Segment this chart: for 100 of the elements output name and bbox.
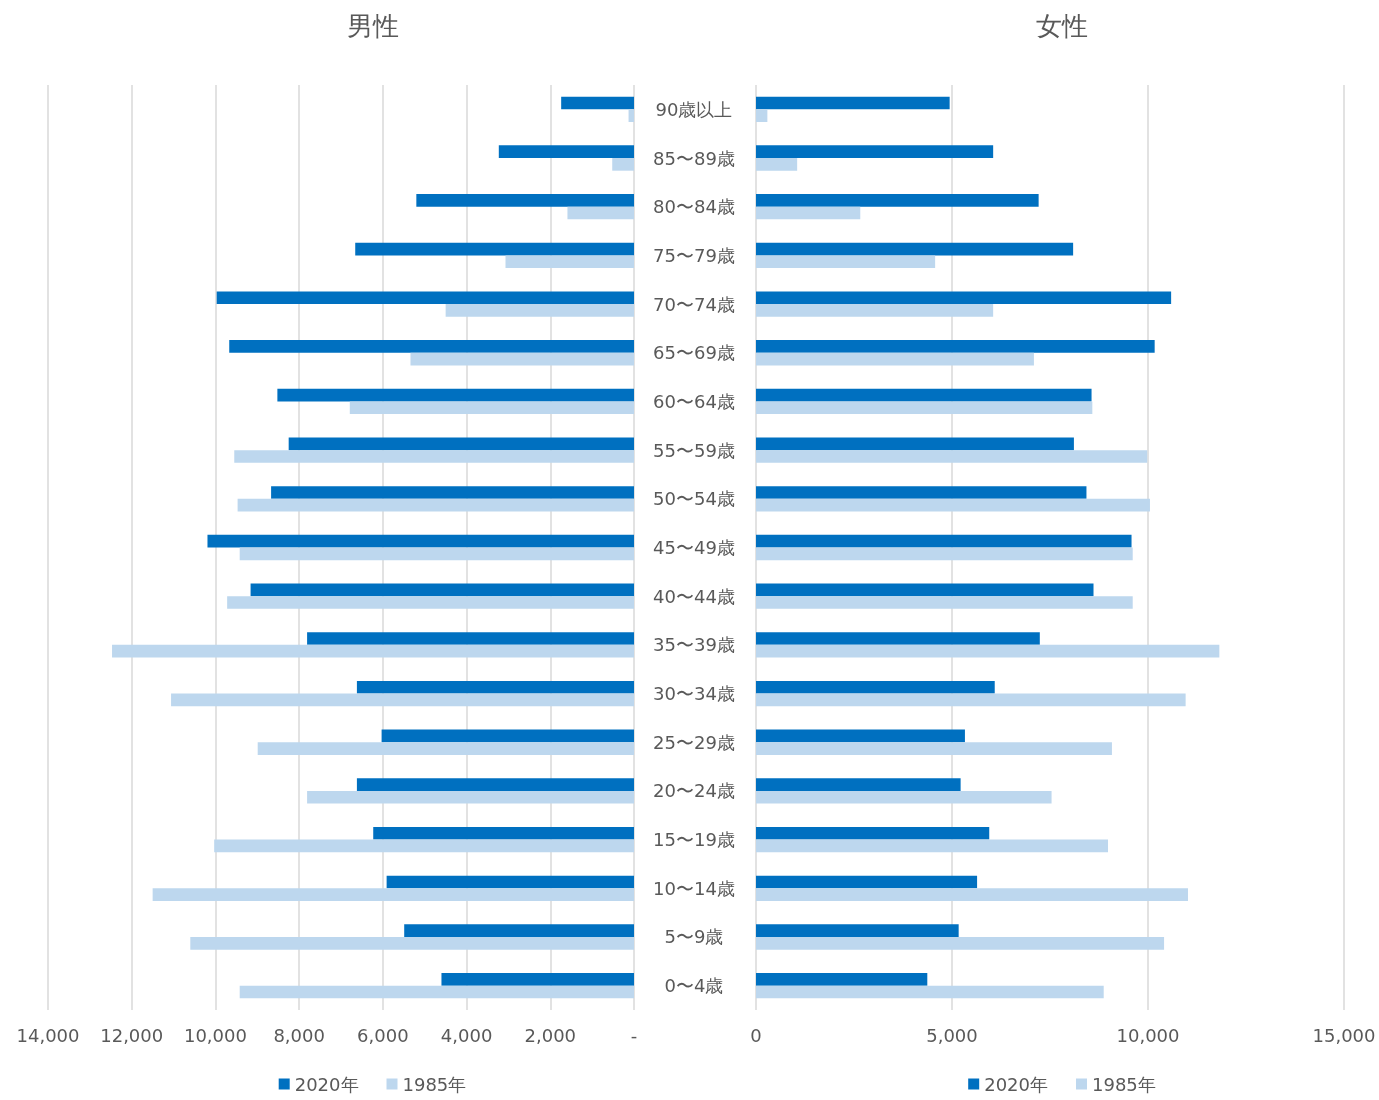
- bar: [356, 680, 634, 694]
- bar: [756, 936, 1165, 950]
- bar: [756, 790, 1052, 804]
- y-tick-label: 45〜49歳: [653, 537, 735, 558]
- x-tick-label: 10,000: [183, 1024, 247, 1046]
- bar: [756, 388, 1092, 402]
- bar: [356, 778, 634, 791]
- bar: [239, 547, 634, 561]
- bar: [756, 973, 928, 986]
- bar: [355, 242, 634, 256]
- legend-label: 2020年: [984, 1073, 1048, 1095]
- bar: [756, 352, 1034, 366]
- x-tick-label: 10,000: [1116, 1024, 1180, 1046]
- bar: [381, 729, 634, 743]
- bar: [756, 985, 1104, 999]
- bar: [756, 109, 768, 122]
- bar: [498, 145, 634, 159]
- bar: [756, 778, 961, 791]
- bar: [271, 486, 634, 499]
- bar: [756, 596, 1133, 609]
- bar: [756, 693, 1186, 707]
- bar: [756, 291, 1172, 305]
- bar: [756, 486, 1087, 499]
- y-tick-label: 15〜19歳: [653, 829, 735, 851]
- x-tick-label: 12,000: [100, 1024, 164, 1046]
- x-tick-label: 6,000: [357, 1024, 409, 1046]
- bar: [756, 401, 1093, 415]
- bar: [257, 742, 634, 755]
- bar: [756, 875, 978, 889]
- bar: [561, 96, 634, 110]
- bar: [227, 596, 634, 609]
- bar: [756, 680, 995, 694]
- y-tick-label: 20〜24歳: [653, 780, 735, 802]
- bar: [756, 498, 1150, 512]
- bar: [416, 194, 634, 207]
- y-tick-label: 0〜4歳: [664, 975, 724, 997]
- bar: [207, 534, 634, 548]
- bar: [505, 255, 634, 269]
- bar: [250, 583, 634, 597]
- bar: [756, 644, 1220, 658]
- y-tick-label: 60〜64歳: [653, 390, 735, 412]
- y-tick-label: 40〜44歳: [653, 585, 735, 607]
- bar: [756, 547, 1133, 561]
- bar: [445, 304, 634, 317]
- x-tick-label: 4,000: [440, 1024, 493, 1046]
- y-tick-label: 30〜34歳: [653, 683, 735, 705]
- bar: [756, 242, 1074, 256]
- x-tick-label: 8,000: [273, 1024, 325, 1046]
- y-tick-label: 90歳以上: [655, 98, 733, 120]
- bar: [239, 985, 634, 999]
- bar: [234, 450, 634, 463]
- y-tick-label: 10〜14歳: [653, 877, 735, 899]
- legend-label: 1985年: [1092, 1073, 1156, 1095]
- bar: [756, 839, 1109, 853]
- bar: [756, 742, 1112, 755]
- y-tick-label: 25〜29歳: [653, 731, 735, 753]
- bar: [756, 96, 950, 110]
- bar: [373, 826, 634, 840]
- y-tick-label: 75〜79歳: [653, 244, 735, 266]
- bar: [756, 304, 994, 317]
- bar: [756, 450, 1148, 463]
- bar: [756, 826, 990, 840]
- bar: [756, 888, 1188, 901]
- bar: [441, 973, 634, 986]
- bar: [756, 632, 1040, 645]
- bar: [756, 729, 965, 743]
- bar: [214, 839, 634, 853]
- bar: [756, 255, 936, 269]
- y-tick-label: 65〜69歳: [653, 342, 735, 364]
- x-tick-label: 2,000: [524, 1024, 577, 1046]
- bar: [386, 875, 634, 889]
- y-tick-label: 55〜59歳: [653, 439, 735, 461]
- bar: [307, 790, 634, 804]
- bar: [756, 206, 861, 220]
- y-tick-label: 70〜74歳: [653, 293, 735, 315]
- bar: [288, 437, 634, 451]
- x-tick-label: -: [630, 1024, 638, 1046]
- bar: [756, 194, 1039, 207]
- y-tick-label: 80〜84歳: [653, 196, 735, 218]
- bar: [152, 888, 634, 901]
- bar: [756, 534, 1132, 548]
- bar: [567, 206, 634, 220]
- y-tick-label: 85〜89歳: [653, 147, 735, 169]
- bar: [628, 109, 634, 122]
- legend-label: 2020年: [294, 1073, 359, 1095]
- bar: [404, 924, 634, 937]
- chart-title: 男性: [346, 11, 399, 41]
- bar: [277, 388, 634, 402]
- bar: [237, 498, 634, 512]
- bar: [171, 693, 634, 707]
- bar: [756, 145, 994, 159]
- bar: [229, 340, 634, 353]
- x-tick-label: 5,000: [926, 1024, 978, 1046]
- bar: [756, 583, 1094, 597]
- bar: [756, 437, 1074, 451]
- bar: [349, 401, 634, 415]
- bar: [112, 644, 634, 658]
- chart-title: 女性: [1036, 11, 1088, 41]
- bar: [216, 291, 634, 305]
- x-tick-label: 14,000: [16, 1024, 80, 1046]
